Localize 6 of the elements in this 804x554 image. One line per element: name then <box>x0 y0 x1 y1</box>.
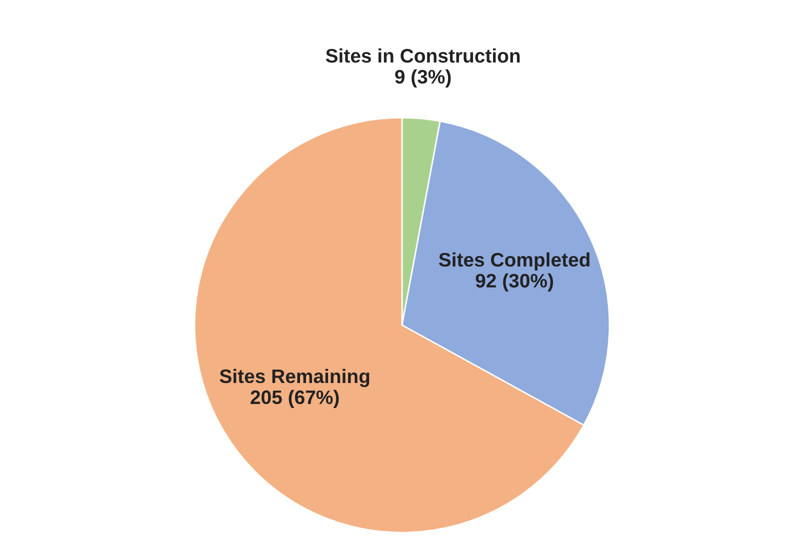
data-label: 9 (3%) <box>395 69 451 88</box>
slice-label: Sites in Construction <box>326 48 520 63</box>
slice-label: Sites Completed <box>438 252 590 270</box>
data-label: 205 (67%) <box>250 390 339 408</box>
data-label: 92 (30%) <box>476 273 554 292</box>
slice-label: Sites Remaining <box>220 368 370 388</box>
